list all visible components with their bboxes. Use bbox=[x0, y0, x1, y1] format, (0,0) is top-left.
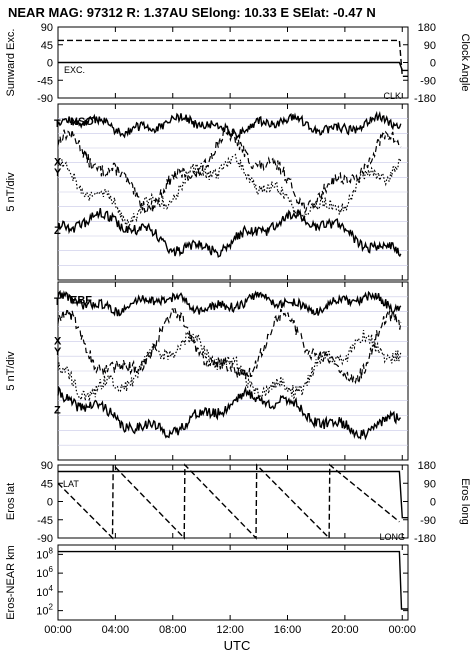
x-tick-label: 00:00 bbox=[388, 624, 416, 636]
y-tick-label-left: -45 bbox=[37, 75, 53, 87]
exc-annotation: EXC. bbox=[64, 65, 85, 75]
x-tick-label: 00:00 bbox=[44, 624, 72, 636]
component-label-T: T bbox=[54, 118, 61, 130]
trace-Z bbox=[57, 207, 402, 258]
clk-annotation: CLK bbox=[383, 91, 401, 101]
y-tick-label-left: 45 bbox=[41, 478, 53, 490]
y-tick-label-right: -180 bbox=[414, 533, 436, 545]
panel-distance-frame bbox=[57, 544, 409, 621]
y-axis-label: 5 nT/div bbox=[5, 351, 17, 391]
x-tick-label: 12:00 bbox=[216, 624, 244, 636]
series-exc bbox=[58, 61, 408, 72]
trace-Y bbox=[57, 330, 402, 403]
y-tick-label-right: 180 bbox=[418, 22, 436, 34]
frame-label: EBF bbox=[70, 294, 92, 306]
trace-X bbox=[57, 308, 402, 385]
plot-title: NEAR MAG: 97312 R: 1.37AU SElong: 10.33 … bbox=[8, 5, 376, 20]
panels: 90 180 45 90 0 0 -45 -90 -90 -180 EXC. CLK Sunward E… bbox=[5, 22, 471, 636]
y-tick-label-right: -180 bbox=[414, 93, 436, 105]
frame-label: NSO bbox=[70, 116, 94, 128]
trace-Y bbox=[57, 153, 402, 227]
series-long bbox=[57, 463, 400, 540]
y-axis-label-right: Clock Angle bbox=[459, 33, 471, 91]
y-tick-label-right: 0 bbox=[430, 497, 436, 509]
component-label-Y: Y bbox=[54, 167, 62, 179]
y-axis-label-left: Eros lat bbox=[5, 483, 17, 520]
component-label-Y: Y bbox=[54, 346, 62, 358]
component-label-Z: Z bbox=[54, 225, 61, 237]
y-tick-label-right: 90 bbox=[424, 478, 436, 490]
y-tick-label-right: 90 bbox=[424, 40, 436, 52]
y-axis-label-right: Eros long bbox=[459, 478, 471, 524]
x-tick-label: 20:00 bbox=[331, 624, 359, 636]
component-label-Z: Z bbox=[54, 405, 61, 417]
y-tick-label-left: -90 bbox=[37, 93, 53, 105]
y-tick-label-left: -90 bbox=[37, 533, 53, 545]
y-tick-label-right: -90 bbox=[420, 515, 436, 527]
y-axis-label: 5 nT/div bbox=[5, 172, 17, 212]
x-axis-label: UTC bbox=[224, 638, 251, 653]
y-tick-label-right: -90 bbox=[420, 75, 436, 87]
y-axis-label-left: Sunward Exc. bbox=[5, 29, 17, 97]
y-tick-label: 106 bbox=[36, 565, 53, 580]
y-tick-label-right: 180 bbox=[418, 460, 436, 472]
y-tick-label-left: 0 bbox=[47, 58, 53, 70]
trace-Z bbox=[57, 385, 401, 441]
y-tick-label-left: 90 bbox=[41, 460, 53, 472]
component-label-X: X bbox=[54, 157, 62, 169]
y-tick-label-left: 0 bbox=[47, 497, 53, 509]
lat-annotation: LAT bbox=[63, 479, 79, 489]
long-annotation: LONG bbox=[379, 532, 405, 542]
component-label-T: T bbox=[54, 296, 61, 308]
y-tick-label: 108 bbox=[36, 546, 53, 561]
x-tick-label: 04:00 bbox=[102, 624, 130, 636]
component-label-X: X bbox=[54, 335, 62, 347]
y-tick-label-left: 45 bbox=[41, 40, 53, 52]
y-tick-label-left: 90 bbox=[41, 22, 53, 34]
x-tick-label: 16:00 bbox=[274, 624, 302, 636]
trace-T bbox=[57, 289, 402, 317]
trace-X bbox=[57, 128, 402, 215]
y-axis-label: Eros-NEAR km bbox=[5, 545, 17, 620]
y-tick-label-left: -45 bbox=[37, 515, 53, 527]
y-tick-label: 102 bbox=[36, 603, 53, 618]
series-distance bbox=[58, 550, 408, 610]
y-tick-label-right: 0 bbox=[430, 58, 436, 70]
series-clk bbox=[58, 39, 408, 78]
panel-eros-frame bbox=[57, 464, 409, 539]
series-lat bbox=[58, 470, 408, 519]
y-tick-label: 104 bbox=[36, 584, 53, 599]
x-tick-label: 08:00 bbox=[159, 624, 187, 636]
